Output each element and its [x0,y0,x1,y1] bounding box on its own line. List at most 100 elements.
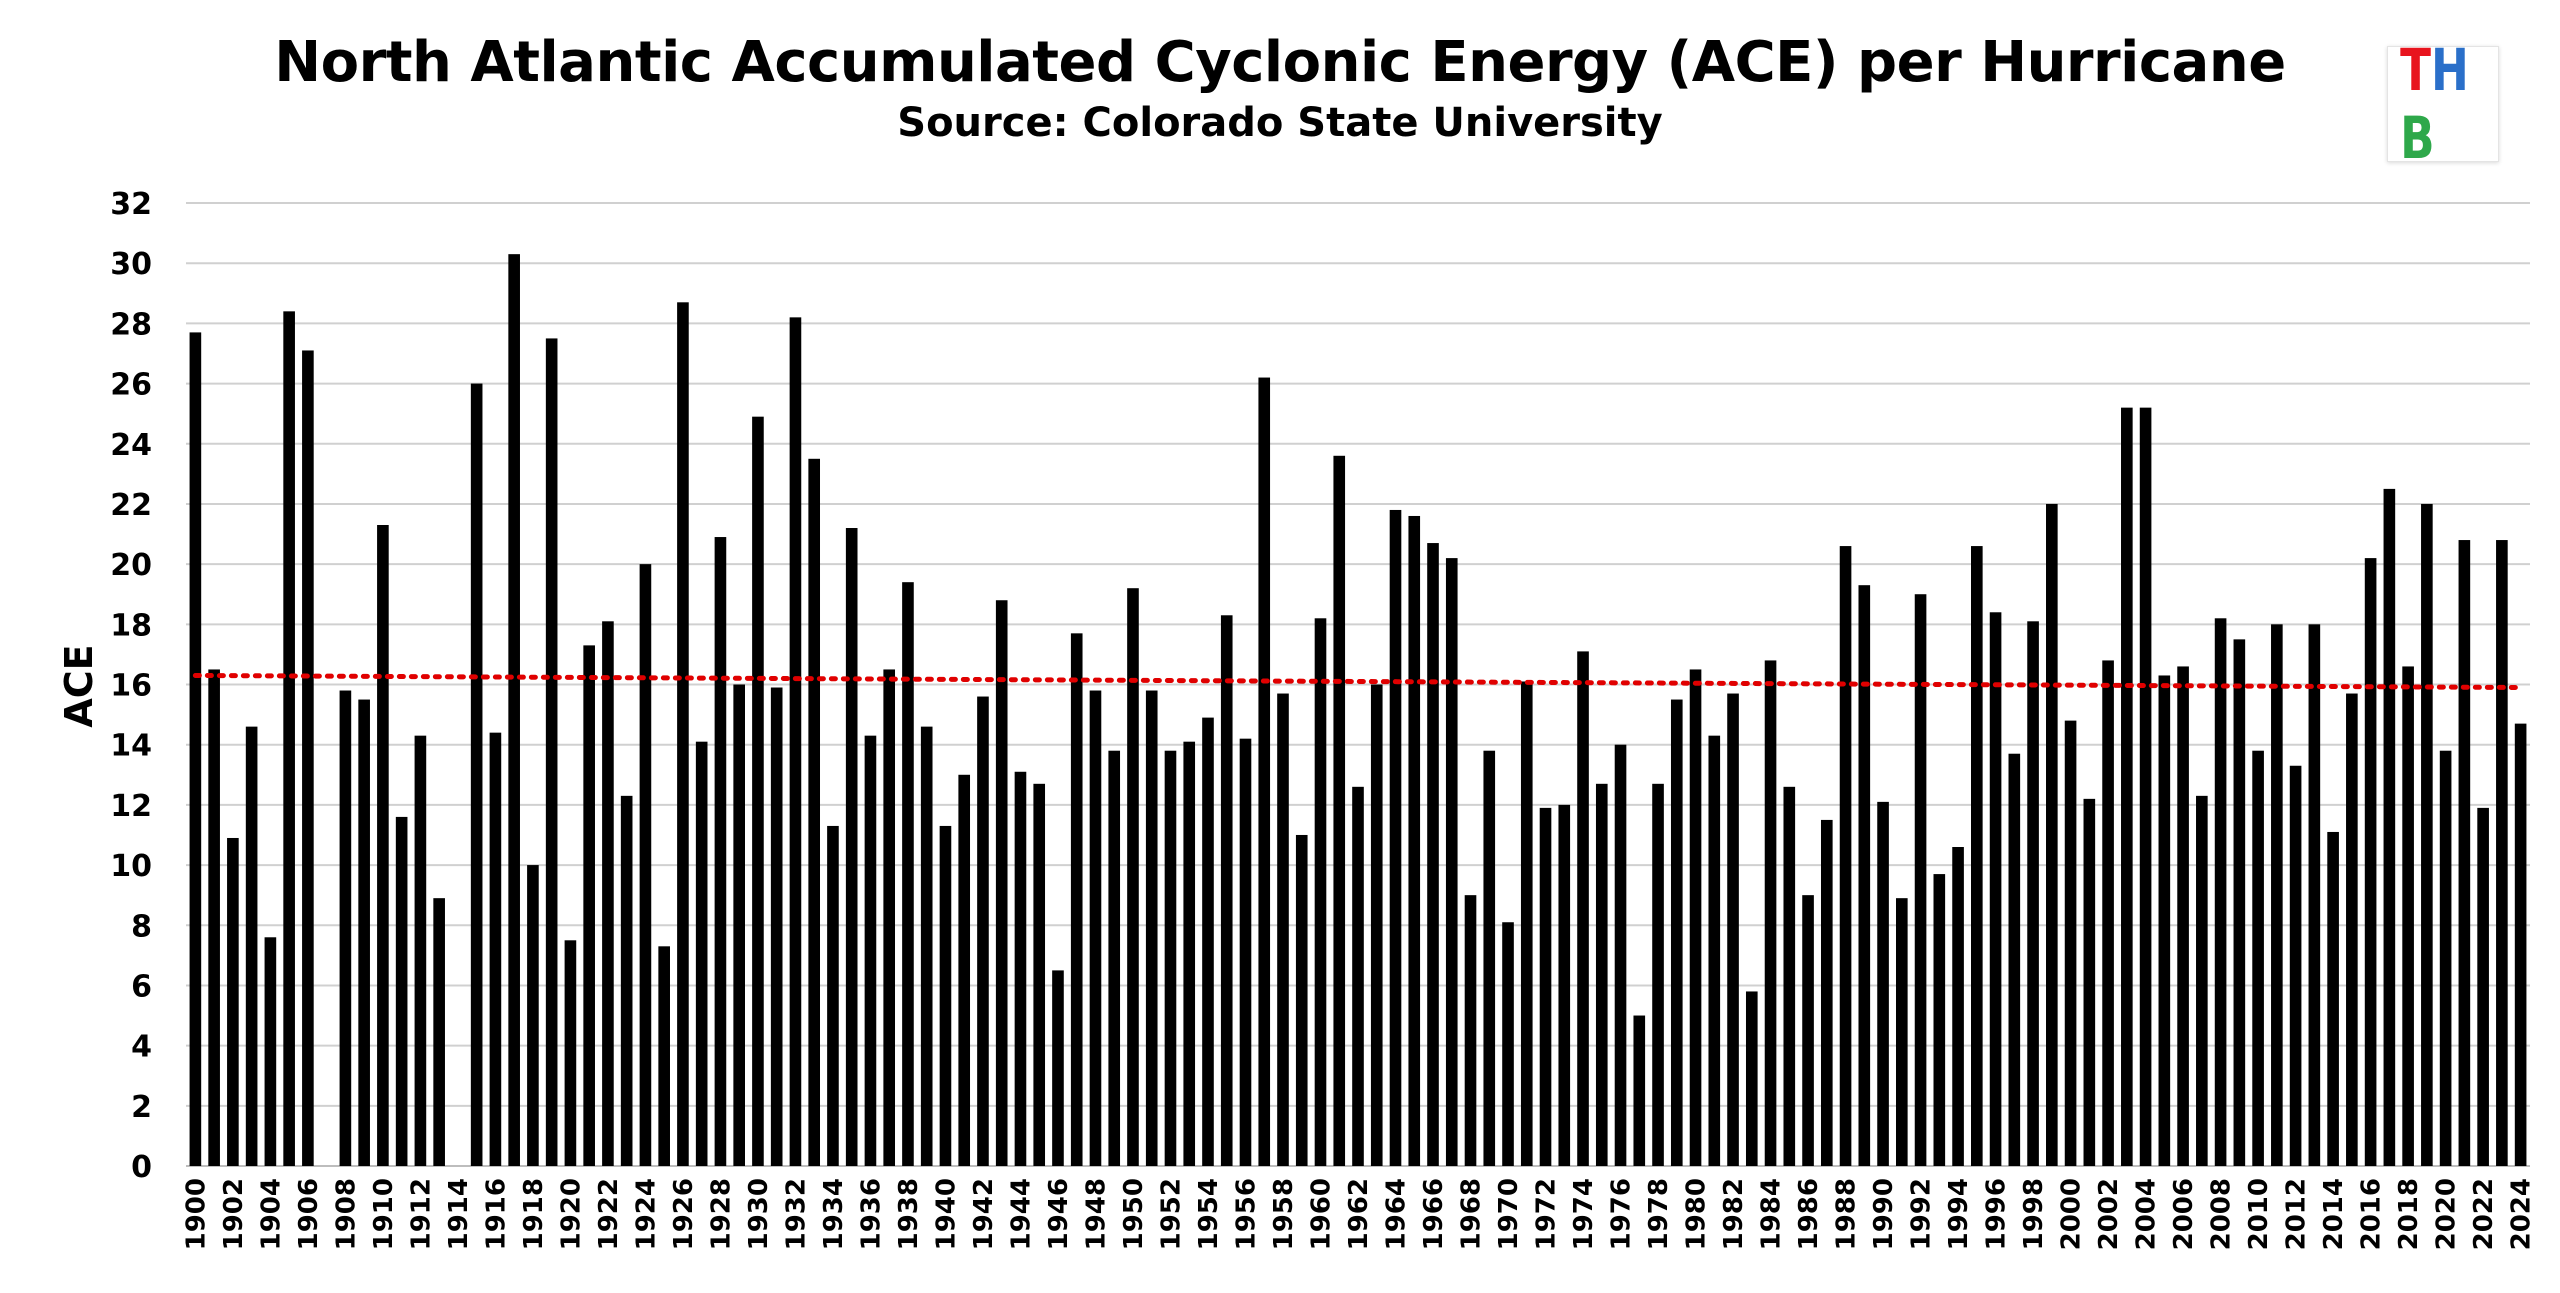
x-tick-label: 1942 [969,1178,999,1250]
bar-1912 [414,735,427,1166]
thb-logo: THB [2387,36,2499,172]
bar-2008 [2214,618,2227,1166]
x-tick-label: 1908 [331,1178,361,1250]
x-tick-label: 1964 [1382,1178,1412,1250]
bar-1990 [1877,801,1889,1166]
x-tick-label: 1948 [1081,1178,1111,1250]
bar-2006 [2177,666,2189,1166]
bar-1954 [1202,717,1214,1166]
bar-1933 [808,458,821,1166]
bar-1931 [770,687,783,1166]
y-tick-label: 18 [110,608,152,643]
bars [189,254,2527,1167]
x-tick-label: 1978 [1644,1178,1674,1250]
bar-1989 [1858,585,1871,1166]
x-tick-label: 1976 [1607,1178,1637,1250]
bar-1911 [395,816,408,1166]
x-tick-label: 2004 [2132,1178,2162,1250]
y-tick-label: 28 [110,307,152,342]
bar-1978 [1652,783,1664,1166]
bar-1908 [339,690,352,1166]
logo-letter-b: B [2400,104,2435,172]
x-tick-label: 2014 [2319,1178,2349,1250]
bar-2013 [2308,624,2321,1166]
y-tick-label: 20 [110,548,152,583]
x-tick-label: 1974 [1569,1178,1599,1250]
bar-1986 [1802,895,1814,1166]
bar-1929 [733,684,745,1166]
x-tick-label: 1904 [256,1178,286,1250]
bar-1970 [1502,922,1514,1166]
bar-1953 [1183,741,1196,1166]
x-tick-label: 1956 [1231,1178,1261,1250]
x-tick-label: 1930 [744,1178,774,1250]
x-tick-label: 1988 [1832,1178,1862,1250]
y-tick-label: 12 [110,789,152,824]
x-tick-label: 1944 [1006,1178,1036,1250]
bar-1909 [358,699,370,1166]
bar-1910 [377,525,389,1166]
bar-2020 [2439,750,2452,1166]
bar-1921 [583,645,595,1166]
x-axis-ticks: 1900 1902 1904 1906 1908 1910 1912 1914 1916 1918… [181,1178,2536,1250]
x-tick-label: 1972 [1532,1178,1562,1250]
x-tick-label: 2024 [2507,1178,2537,1250]
chart-title: North Atlantic Accumulated Cyclonic Ener… [274,30,2286,95]
bar-2021 [2458,540,2471,1166]
bar-1956 [1239,738,1252,1166]
x-tick-label: 1926 [669,1178,699,1250]
bar-1939 [920,726,933,1166]
bar-1906 [302,350,314,1167]
bar-2004 [2139,407,2152,1166]
bar-1958 [1277,693,1289,1166]
x-tick-label: 2010 [2244,1178,2274,1250]
bar-1913 [433,898,445,1166]
bar-1964 [1389,509,1402,1166]
bar-1936 [864,735,877,1166]
bar-1987 [1820,819,1833,1166]
bar-1932 [789,317,802,1166]
bar-1926 [677,302,689,1166]
bar-1924 [639,564,652,1166]
bar-2017 [2383,488,2396,1166]
x-tick-label: 1994 [1944,1178,1974,1250]
bar-2018 [2402,666,2414,1166]
x-tick-label: 2018 [2394,1178,2424,1250]
x-tick-label: 1914 [444,1178,474,1250]
bar-2016 [2364,558,2377,1166]
bar-1938 [902,582,914,1166]
bar-1973 [1558,804,1571,1166]
x-tick-label: 1922 [594,1178,624,1250]
bar-1930 [752,416,764,1166]
bar-1927 [695,741,708,1166]
bar-2010 [2252,750,2264,1166]
bar-1980 [1689,669,1702,1166]
bar-1981 [1708,735,1721,1166]
bar-1901 [208,669,220,1166]
bar-1998 [2027,621,2039,1166]
bar-1955 [1220,615,1233,1166]
bar-1922 [602,621,614,1166]
bar-1963 [1370,684,1383,1166]
x-tick-label: 1938 [894,1178,924,1250]
x-tick-label: 1986 [1794,1178,1824,1250]
bar-1988 [1839,546,1852,1166]
logo-letter-t: T [2400,36,2431,104]
bar-1976 [1614,744,1627,1166]
bar-1952 [1164,750,1177,1166]
x-tick-label: 2020 [2432,1178,2462,1250]
x-tick-label: 1982 [1719,1178,1749,1250]
bar-1962 [1352,786,1364,1166]
bar-1923 [620,795,633,1166]
bar-1937 [883,669,896,1166]
y-tick-label: 26 [110,368,152,403]
bar-1983 [1745,991,1758,1166]
bar-1935 [845,528,858,1166]
bar-1934 [827,825,839,1166]
x-tick-label: 1954 [1194,1178,1224,1250]
bar-1997 [2008,753,2021,1166]
bar-1915 [470,383,483,1166]
